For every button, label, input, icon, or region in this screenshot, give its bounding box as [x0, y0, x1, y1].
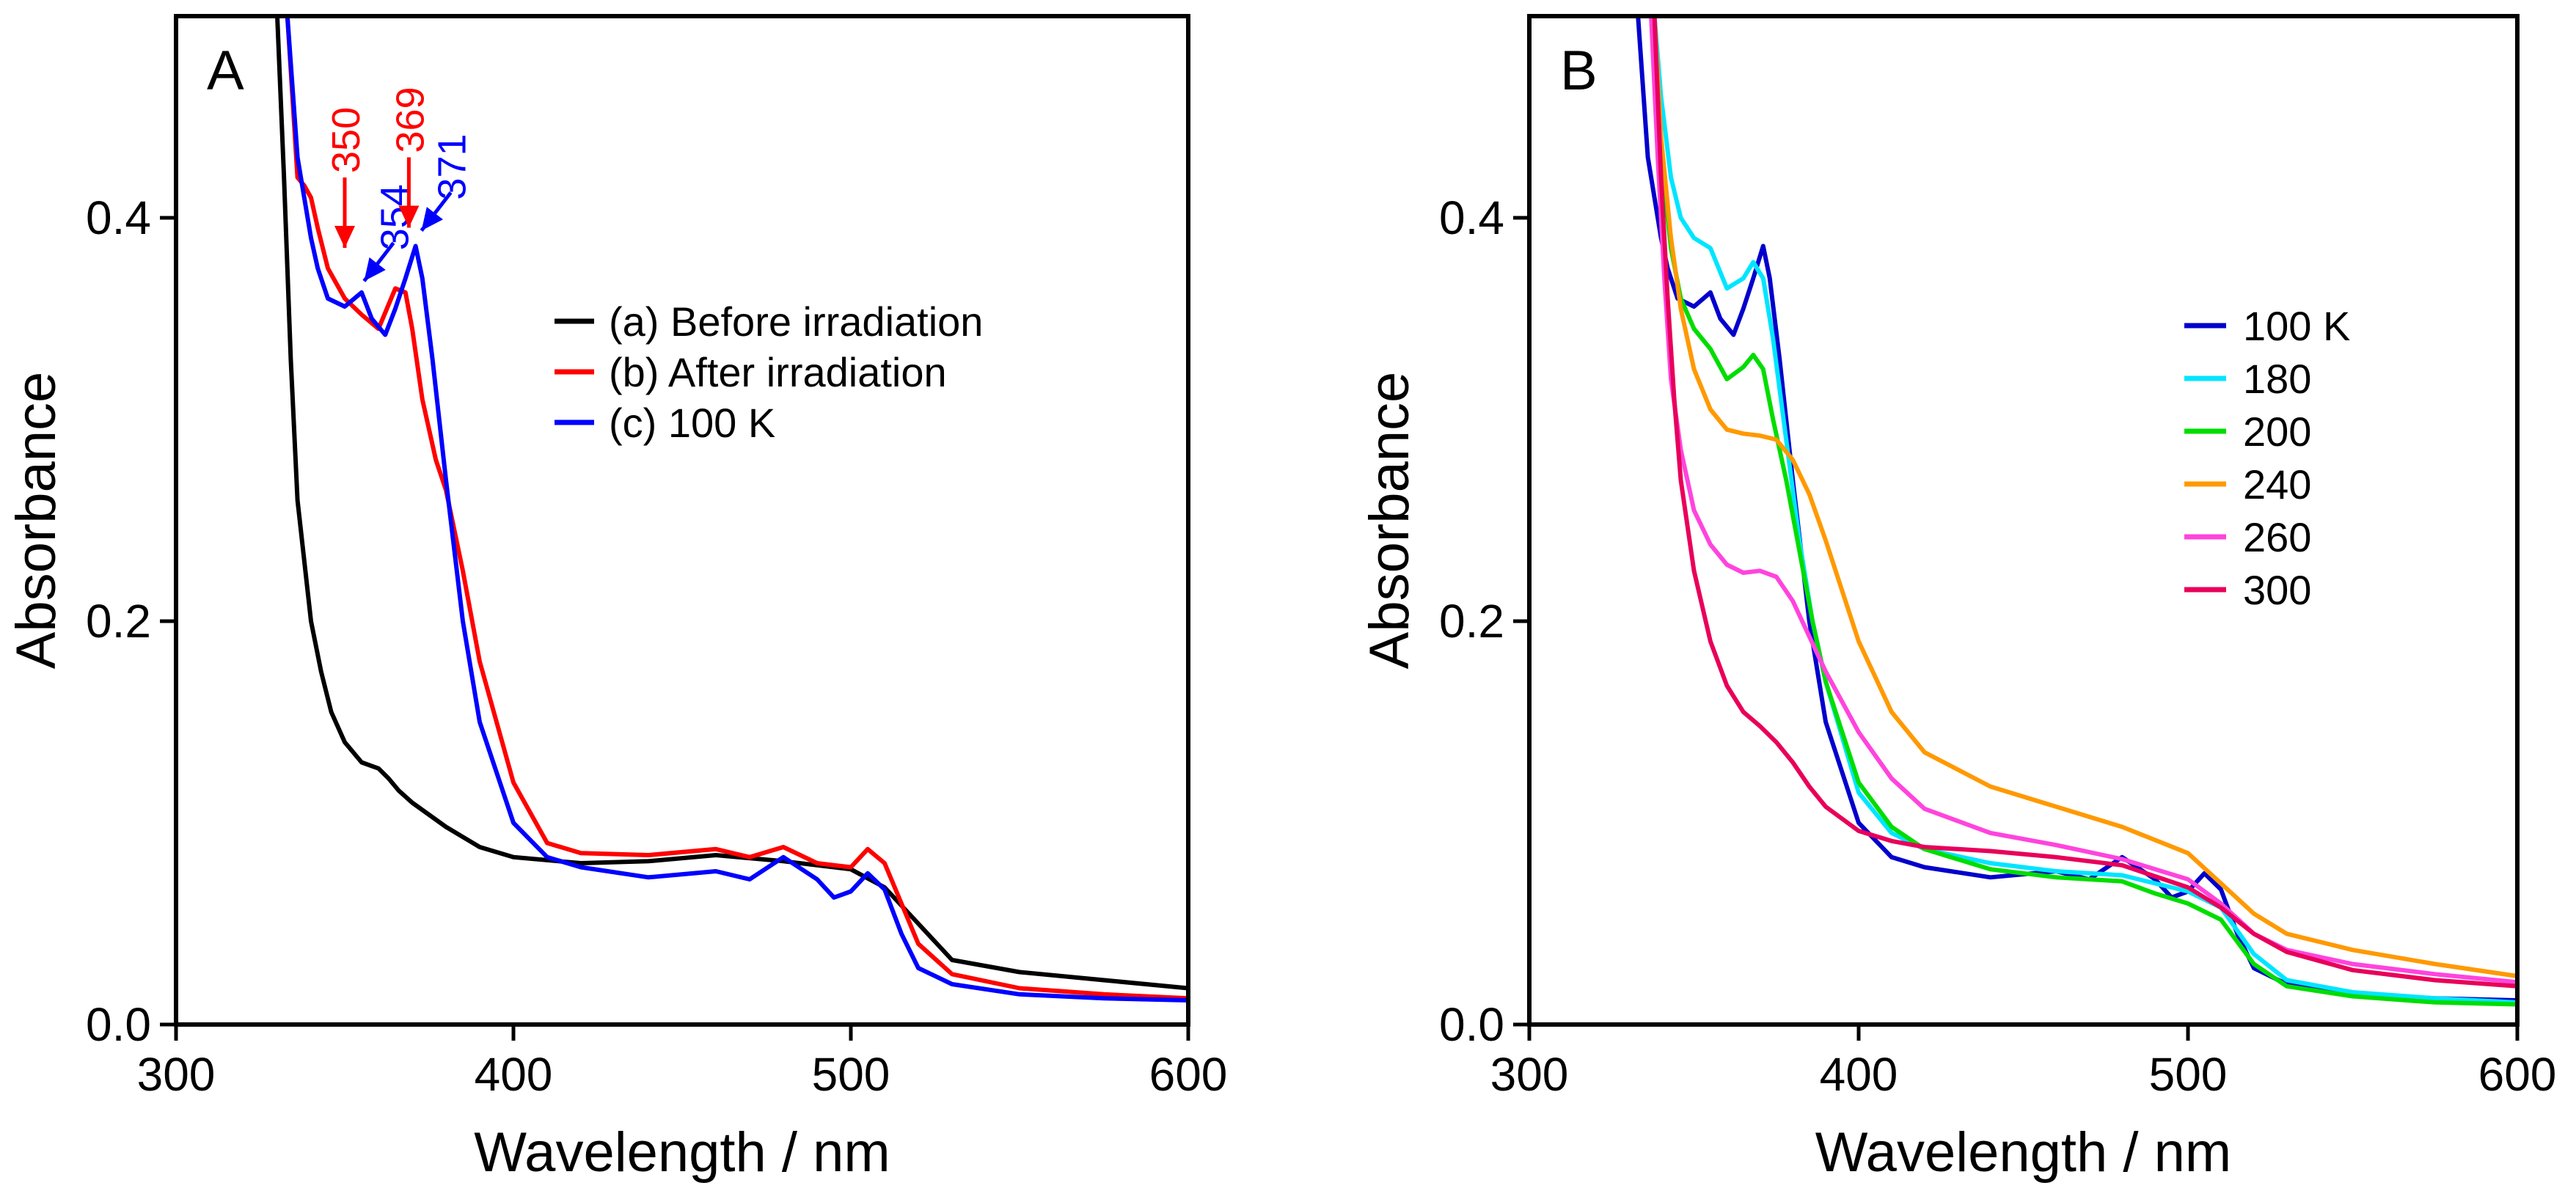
- annotation-arrowhead: [364, 257, 386, 282]
- x-tick-label: 600: [1149, 1048, 1228, 1101]
- series-line-5: [1649, 16, 2517, 985]
- series-line-2: [1652, 16, 2517, 1005]
- y-axis-label: Absorbance: [1358, 372, 1421, 670]
- x-axis-label: Wavelength / nm: [474, 1121, 890, 1184]
- panel-label: B: [1560, 40, 1598, 102]
- annotation-arrowhead: [421, 207, 443, 231]
- plot-frame: [174, 14, 1190, 1027]
- x-tick-label: 400: [475, 1048, 553, 1101]
- y-tick-label: 0.4: [86, 191, 151, 244]
- x-axis-label: Wavelength / nm: [1815, 1121, 2231, 1184]
- legend-entry: (b) After irradiation: [609, 349, 947, 395]
- peak-annotation: 350: [324, 107, 368, 248]
- series-line-3: [1649, 16, 2517, 1007]
- plot-frame: [1527, 14, 2520, 1027]
- annotation-label: 350: [324, 107, 368, 173]
- y-tick-label: 0.0: [1439, 998, 1504, 1051]
- legend-entry: 200: [2243, 408, 2311, 455]
- legend: (a) Before irradiation(b) After irradiat…: [555, 298, 983, 446]
- series-line-3: [285, 16, 1188, 1003]
- x-tick-label: 600: [2478, 1048, 2557, 1101]
- legend-entry: 260: [2243, 514, 2311, 560]
- legend-entry: (c) 100 K: [609, 400, 775, 446]
- x-tick-label: 300: [1490, 1048, 1569, 1101]
- legend-entry: 180: [2243, 356, 2311, 402]
- panel-label: A: [207, 40, 244, 102]
- series-line-4: [1652, 16, 2517, 978]
- x-tick-label: 500: [812, 1048, 890, 1101]
- plot-area: [275, 16, 1188, 1003]
- legend-entry: 300: [2243, 567, 2311, 613]
- annotation-label: 369: [388, 87, 432, 153]
- series-line-1: [275, 16, 1188, 991]
- y-tick-label: 0.2: [1439, 595, 1504, 648]
- panel-b: 300 400 500 600 0.0 0.2 0.4 Wavelength / nm Abso…: [1358, 14, 2557, 1184]
- y-tick-label: 0.0: [86, 998, 151, 1051]
- annotation-label: 371: [431, 133, 475, 199]
- annotation-arrowhead: [398, 205, 420, 228]
- series-line-1: [1636, 16, 2517, 1003]
- legend-entry: 240: [2243, 461, 2311, 507]
- legend-entry: 100 K: [2243, 303, 2350, 349]
- x-tick-label: 300: [137, 1048, 216, 1101]
- legend: 100 K 180 200 240 260 300: [2184, 303, 2350, 613]
- panel-a: 300 400 500 600 0.0 0.2 0.4 Wavelength / nm Abso…: [5, 14, 1228, 1184]
- x-tick-label: 400: [1820, 1048, 1898, 1101]
- peak-annotation: 371: [420, 133, 475, 232]
- y-axis-label: Absorbance: [5, 372, 67, 670]
- x-tick-label: 500: [2149, 1048, 2228, 1101]
- plot-area: [1636, 16, 2517, 1007]
- peak-annotation: 369: [388, 87, 432, 228]
- series-line-2: [285, 16, 1188, 1001]
- y-tick-label: 0.2: [86, 595, 151, 648]
- series-line-6: [1652, 16, 2517, 989]
- legend-entry: (a) Before irradiation: [609, 298, 983, 345]
- annotation-arrowhead: [334, 226, 355, 248]
- y-tick-label: 0.4: [1439, 191, 1504, 244]
